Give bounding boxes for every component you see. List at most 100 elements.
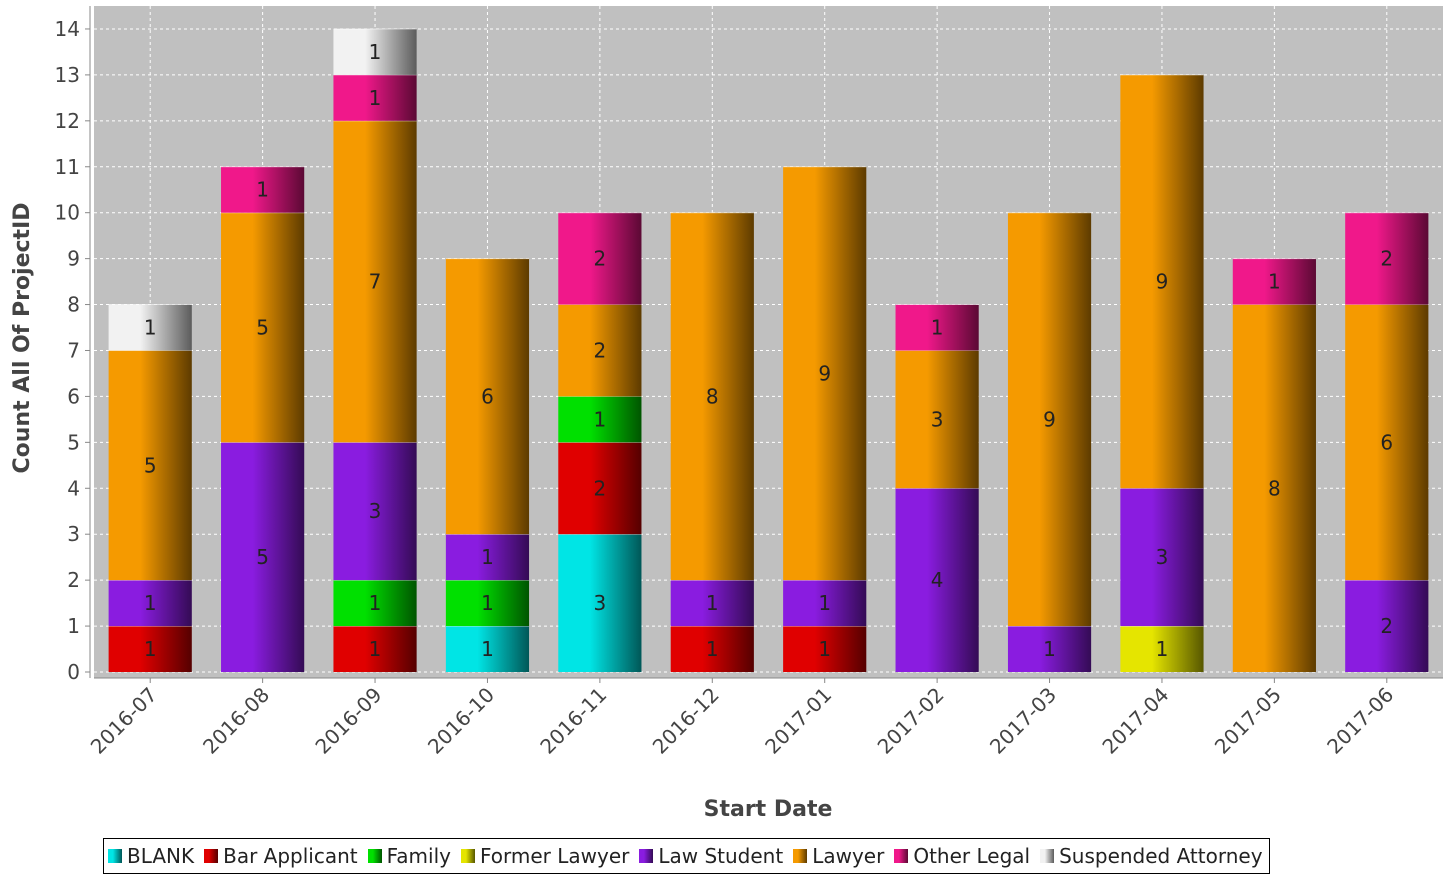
bar-segment xyxy=(1007,212,1092,627)
y-tick-label: 0 xyxy=(67,660,80,684)
bar-value-label: 1 xyxy=(706,637,719,661)
bar-value-label: 2 xyxy=(594,338,607,362)
x-tick-label: 2016-11 xyxy=(535,683,611,759)
bar-segment xyxy=(1345,304,1429,581)
bar-segment xyxy=(1120,626,1204,672)
legend-item: Family xyxy=(367,844,451,868)
bar-segment xyxy=(108,626,192,672)
bar-segment xyxy=(333,74,417,121)
y-tick-label: 3 xyxy=(67,522,80,546)
bar-value-label: 6 xyxy=(1380,430,1393,454)
legend-label: BLANK xyxy=(127,844,195,868)
bar-value-label: 1 xyxy=(1043,637,1056,661)
bar-segment xyxy=(445,580,530,627)
legend-swatch xyxy=(639,849,654,863)
legend-label: Law Student xyxy=(658,844,784,868)
bar-segment xyxy=(783,580,867,627)
bar-value-label: 1 xyxy=(369,637,382,661)
bar-segment xyxy=(783,166,867,581)
bar-value-label: 1 xyxy=(594,407,607,431)
legend-item: Lawyer xyxy=(793,844,884,868)
bar-value-label: 1 xyxy=(481,591,494,615)
bar-segment xyxy=(895,350,979,489)
legend-swatch xyxy=(793,849,808,863)
legend-label: Former Lawyer xyxy=(479,844,630,868)
bar-segment xyxy=(221,442,305,672)
bar-segment xyxy=(670,212,754,581)
y-tick-label: 14 xyxy=(55,17,80,41)
x-tick-label: 2017-06 xyxy=(1322,683,1398,759)
x-tick-label: 2017-05 xyxy=(1210,683,1286,759)
bar-segment xyxy=(333,580,417,627)
legend-swatch xyxy=(460,849,475,863)
legend-item: Other Legal xyxy=(894,844,1030,868)
bar-value-label: 1 xyxy=(481,637,494,661)
legend-item: Law Student xyxy=(639,844,783,868)
bar-value-label: 1 xyxy=(369,591,382,615)
x-tick-label: 2017-01 xyxy=(760,683,836,759)
bar-value-label: 5 xyxy=(144,453,157,477)
bar-segment xyxy=(1232,304,1316,672)
bar-value-label: 1 xyxy=(818,637,831,661)
bar-segment xyxy=(1120,74,1204,489)
y-tick-label: 11 xyxy=(55,155,80,179)
legend-swatch xyxy=(367,849,382,863)
x-axis-label: Start Date xyxy=(704,797,833,822)
bar-segment xyxy=(221,166,305,213)
bar-segment xyxy=(445,534,530,581)
bar-segment xyxy=(558,396,642,443)
y-tick-label: 13 xyxy=(55,63,80,87)
bar-segment xyxy=(558,442,642,535)
bar-value-label: 1 xyxy=(256,178,269,202)
bar-segment xyxy=(1007,626,1092,672)
bar-value-label: 1 xyxy=(818,591,831,615)
bar-segment xyxy=(333,28,417,75)
bar-value-label: 9 xyxy=(1156,270,1169,294)
bar-value-label: 2 xyxy=(594,247,607,271)
bar-segment xyxy=(333,626,417,672)
bar-value-label: 2 xyxy=(594,476,607,500)
y-tick-label: 5 xyxy=(67,430,80,454)
bar-segment xyxy=(1120,488,1204,627)
bar-segment xyxy=(558,212,642,305)
bar-value-label: 3 xyxy=(369,499,382,523)
legend-swatch xyxy=(894,849,909,863)
x-tick-label: 2016-07 xyxy=(86,683,162,759)
bar-value-label: 2 xyxy=(1380,247,1393,271)
bar-value-label: 8 xyxy=(1268,476,1281,500)
bar-segment xyxy=(333,120,417,443)
bar-value-label: 3 xyxy=(594,591,607,615)
y-tick-label: 8 xyxy=(67,293,80,317)
bar-segment xyxy=(221,212,305,443)
x-tick-label: 2016-09 xyxy=(311,683,387,759)
legend-item: Bar Applicant xyxy=(204,844,358,868)
bar-segment xyxy=(1345,212,1429,305)
bar-value-label: 1 xyxy=(369,86,382,110)
bar-segment xyxy=(108,350,192,581)
bar-value-label: 1 xyxy=(1156,637,1169,661)
bar-segment xyxy=(783,626,867,672)
y-tick-label: 10 xyxy=(55,201,80,225)
legend-swatch xyxy=(108,849,122,863)
y-tick-label: 4 xyxy=(67,476,80,500)
legend-label: Family xyxy=(386,844,451,868)
x-tick-label: 2016-12 xyxy=(648,683,724,759)
bar-segment xyxy=(108,304,192,351)
bars: 1151551113711111632122118119431191398126… xyxy=(108,28,1429,672)
bar-segment xyxy=(670,580,754,627)
bar-segment xyxy=(108,580,192,627)
bar-value-label: 5 xyxy=(256,316,269,340)
bar-value-label: 1 xyxy=(481,545,494,569)
bar-value-label: 9 xyxy=(818,361,831,385)
y-tick-label: 1 xyxy=(67,614,80,638)
bar-value-label: 1 xyxy=(144,637,157,661)
bar-value-label: 5 xyxy=(256,545,269,569)
bar-segment xyxy=(1232,258,1316,305)
bar-value-label: 3 xyxy=(1156,545,1169,569)
bar-value-label: 2 xyxy=(1380,614,1393,638)
x-tick-label: 2017-03 xyxy=(985,683,1061,759)
bar-segment xyxy=(333,442,417,581)
x-tick-label: 2016-08 xyxy=(198,683,274,759)
y-tick-label: 12 xyxy=(55,109,80,133)
